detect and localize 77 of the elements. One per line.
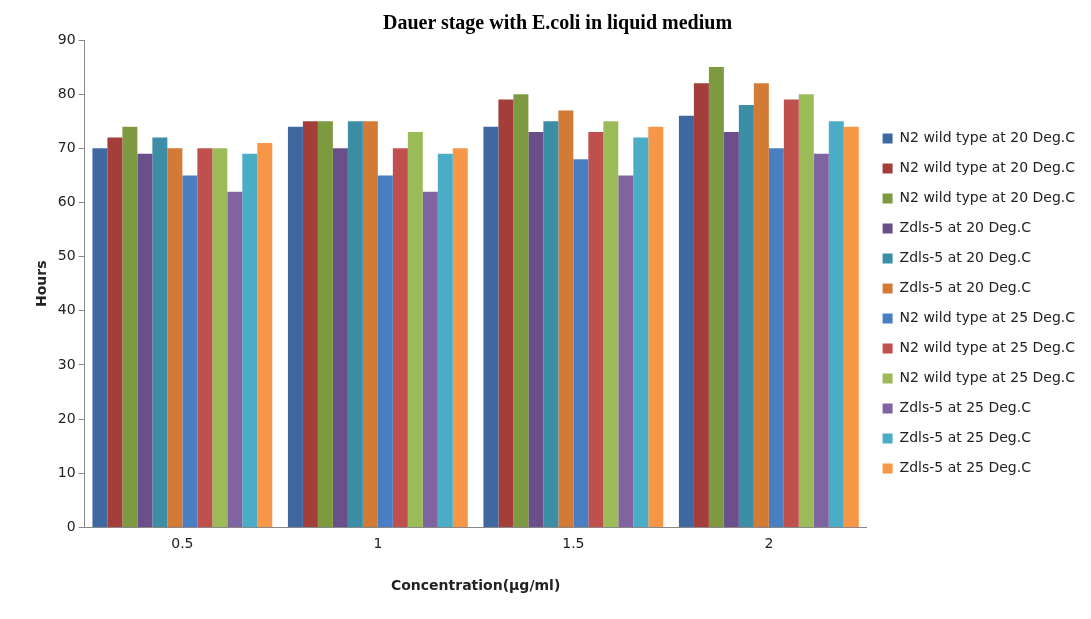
legend-label: N2 wild type at 25 Deg.C [899,369,1076,386]
bar [167,148,183,527]
bar [182,175,198,527]
bar [768,148,784,527]
legend-label: Zdls-5 at 20 Deg.C [899,219,1032,236]
bar [287,126,303,527]
legend-label: Zdls-5 at 25 Deg.C [899,399,1032,416]
x-tick-label: 0.5 [171,535,194,552]
bar [813,153,829,527]
y-tick-label: 80 [57,84,76,101]
bar [122,126,138,527]
bar [528,132,544,527]
bar [92,148,108,527]
legend-label: Zdls-5 at 25 Deg.C [899,459,1032,476]
bar [483,126,499,527]
bar [107,137,123,527]
legend-label: Zdls-5 at 25 Deg.C [899,429,1032,446]
legend-label: N2 wild type at 25 Deg.C [899,309,1076,326]
y-tick-label: 20 [57,409,76,426]
bar [422,191,438,527]
y-tick-label: 60 [57,193,76,210]
bar [588,132,604,527]
bar [152,137,168,527]
legend-label: Zdls-5 at 20 Deg.C [899,279,1032,296]
y-tick-label: 40 [57,301,76,318]
bar [543,121,559,527]
legend-label: N2 wild type at 20 Deg.C [899,129,1076,146]
bar [648,126,664,527]
bar [558,110,574,527]
bar [603,121,619,527]
bar [798,94,814,527]
bar [723,132,739,527]
x-tick-label: 1 [373,535,383,552]
y-tick-label: 0 [66,518,76,535]
bar [347,121,363,527]
y-tick-label: 50 [57,247,76,264]
bar [738,104,754,527]
legend-label: N2 wild type at 20 Deg.C [899,159,1076,176]
bar [257,142,273,527]
bar [633,137,649,527]
y-tick-label: 10 [57,463,76,480]
x-axis-title: Concentration(μg/ml) [390,577,561,594]
bar [452,148,468,527]
bar [242,153,258,527]
x-tick-label: 1.5 [562,535,585,552]
bar [392,148,408,527]
bar [783,99,799,527]
legend-label: N2 wild type at 25 Deg.C [899,339,1076,356]
bar [197,148,213,527]
bar [317,121,333,527]
legend-label: N2 wild type at 20 Deg.C [899,189,1076,206]
bar [332,148,348,527]
bar [227,191,243,527]
legend-label: Zdls-5 at 20 Deg.C [899,249,1032,266]
bar [753,83,769,527]
bar [437,153,453,527]
bar [377,175,393,527]
bar [828,121,844,527]
bar [407,132,423,527]
bar [513,94,529,527]
bar [693,83,709,527]
bar [678,115,694,527]
bar [137,153,153,527]
y-axis-title: Hours [33,260,50,307]
bar [302,121,318,527]
bar [618,175,634,527]
y-tick-label: 70 [57,138,76,155]
bar [498,99,514,527]
bar [843,126,859,527]
y-tick-label: 90 [57,30,76,47]
y-tick-label: 30 [57,355,76,372]
bar [708,67,724,527]
bar [362,121,378,527]
bar [573,159,589,527]
bar [212,148,228,527]
chart-title: Dauer stage with E.coli in liquid medium [382,11,733,35]
x-tick-label: 2 [764,535,774,552]
